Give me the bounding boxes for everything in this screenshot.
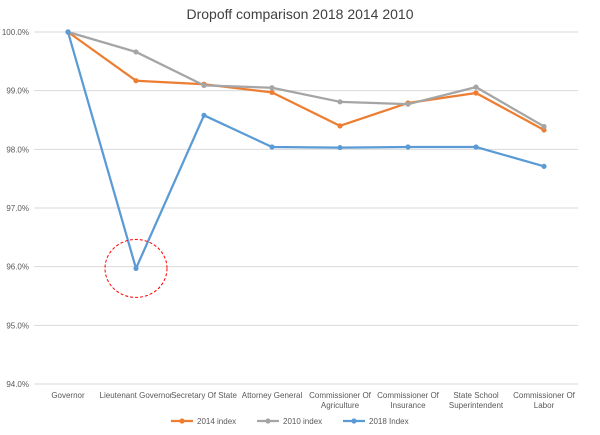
y-axis-ticks: 94.0% 95.0% 96.0% 97.0% 98.0% 99.0% 100.0% bbox=[2, 28, 29, 389]
data-point bbox=[337, 123, 343, 129]
series-line bbox=[66, 31, 545, 270]
data-point bbox=[541, 163, 547, 169]
y-tick-label: 97.0% bbox=[6, 204, 29, 213]
legend-item: 2014 index bbox=[171, 417, 236, 426]
data-point bbox=[405, 144, 411, 150]
data-point bbox=[473, 90, 479, 96]
legend-marker bbox=[265, 418, 271, 424]
series-2014-index bbox=[65, 29, 547, 133]
y-tick-label: 95.0% bbox=[6, 321, 29, 330]
y-tick-label: 98.0% bbox=[6, 145, 29, 154]
legend-item: 2010 index bbox=[257, 417, 322, 426]
x-tick-label: Lieutenant Governor bbox=[100, 391, 173, 400]
data-point bbox=[65, 29, 71, 35]
legend-item: 2018 Index bbox=[343, 417, 409, 426]
data-point bbox=[405, 101, 411, 107]
data-point bbox=[201, 112, 207, 118]
x-tick-label: Secretary Of State bbox=[171, 391, 237, 400]
legend: 2014 index 2010 index 2018 Index bbox=[171, 417, 409, 426]
y-tick-label: 96.0% bbox=[6, 263, 29, 272]
data-point bbox=[133, 265, 139, 272]
series-2018-index bbox=[65, 29, 547, 272]
y-tick-label: 100.0% bbox=[2, 28, 29, 37]
data-point bbox=[337, 144, 343, 151]
data-point bbox=[201, 82, 207, 88]
gridlines bbox=[34, 31, 578, 385]
data-point bbox=[473, 144, 479, 150]
data-point bbox=[133, 78, 139, 84]
annotations bbox=[104, 238, 168, 298]
legend-label: 2018 Index bbox=[369, 417, 409, 426]
data-point bbox=[269, 144, 275, 150]
x-tick-label: Commissioner Of Labor bbox=[513, 391, 576, 410]
x-tick-label: Attorney General bbox=[242, 391, 303, 400]
data-point bbox=[541, 123, 547, 130]
x-tick-label: Commissioner Of Agriculture bbox=[309, 391, 372, 410]
legend-marker bbox=[179, 418, 185, 424]
data-point bbox=[337, 99, 343, 105]
data-point bbox=[269, 89, 275, 96]
x-tick-label: State School Superintendent bbox=[449, 391, 504, 410]
data-point bbox=[473, 84, 479, 90]
data-point bbox=[269, 85, 275, 91]
series-2010-index bbox=[65, 29, 547, 130]
series-lines bbox=[65, 29, 547, 272]
y-tick-label: 99.0% bbox=[6, 87, 29, 96]
series-line bbox=[67, 31, 545, 131]
highlight-circle bbox=[104, 238, 168, 298]
x-tick-label: Governor bbox=[51, 391, 85, 400]
x-tick-label: Commissioner Of Insurance bbox=[377, 391, 440, 410]
series-line bbox=[67, 30, 545, 128]
data-point bbox=[133, 49, 139, 55]
chart-title: Dropoff comparison 2018 2014 2010 bbox=[186, 6, 413, 22]
legend-label: 2010 index bbox=[283, 417, 322, 426]
legend-label: 2014 index bbox=[197, 417, 236, 426]
y-tick-label: 94.0% bbox=[6, 380, 29, 389]
legend-marker bbox=[351, 418, 357, 424]
